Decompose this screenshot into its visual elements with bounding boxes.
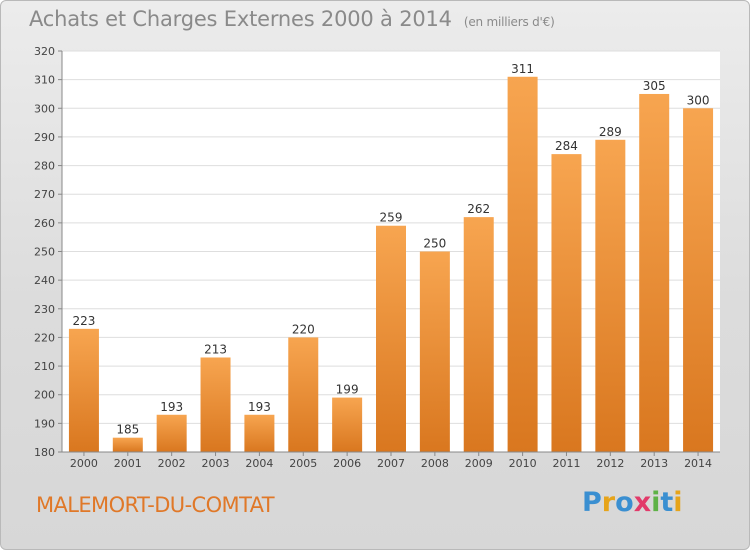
logo-letter-1: r	[601, 487, 616, 518]
bar-value-label: 259	[380, 211, 403, 225]
bar-2010	[507, 76, 538, 453]
bar-2002	[156, 414, 187, 452]
bar-value-label: 193	[248, 400, 271, 414]
y-tick-label: 320	[34, 45, 55, 58]
bar-2006	[332, 397, 363, 452]
bar-value-label: 311	[511, 62, 534, 76]
bar-value-label: 185	[116, 423, 139, 437]
bar-2004	[244, 414, 275, 452]
bar-2009	[463, 217, 494, 452]
commune-name: MALEMORT-DU-COMTAT	[36, 493, 275, 517]
x-tick-label: 2003	[202, 457, 230, 470]
y-tick-label: 220	[34, 331, 55, 344]
axis-layer: 180 190 200 210 220 230 240 250 260 270 280 290 300 3…	[34, 45, 720, 470]
bar-value-label: 300	[687, 93, 710, 107]
x-tick-label: 2012	[596, 457, 624, 470]
bar-2013	[639, 93, 670, 452]
bar-value-label: 213	[204, 342, 227, 356]
bar-2001	[112, 437, 143, 452]
chart-title: Achats et Charges Externes 2000 à 2014 (e…	[29, 7, 555, 31]
bar-2012	[595, 139, 626, 453]
bar-2007	[376, 225, 406, 452]
logo-letter-2: o	[615, 487, 634, 518]
y-tick-label: 250	[34, 246, 55, 259]
bar-value-label: 220	[292, 322, 315, 336]
bar-2000	[68, 328, 99, 452]
x-tick-label: 2000	[70, 457, 98, 470]
bar-value-label: 223	[72, 314, 95, 328]
logo-letter-6: i	[673, 487, 683, 518]
y-tick-label: 180	[34, 446, 55, 459]
y-tick-label: 270	[34, 188, 55, 201]
bar-value-label: 250	[423, 237, 446, 251]
chart-title-unit: (en milliers d'€)	[463, 15, 555, 29]
x-tick-label: 2005	[289, 457, 317, 470]
logo-letter-0: P	[582, 487, 602, 518]
bar-value-label: 289	[599, 125, 622, 139]
y-tick-label: 190	[34, 417, 55, 430]
y-tick-label: 280	[34, 160, 55, 173]
chart-title-main: Achats et Charges Externes 2000 à 2014	[29, 7, 452, 31]
proxiti-logo[interactable]: Proxiti	[582, 487, 683, 518]
x-tick-label: 2014	[684, 457, 712, 470]
bar-2005	[288, 337, 319, 452]
bar-2003	[200, 357, 231, 452]
x-tick-label: 2011	[552, 457, 580, 470]
bar-value-label: 193	[160, 400, 183, 414]
bar-value-label: 199	[336, 383, 359, 397]
x-tick-label: 2001	[114, 457, 142, 470]
x-tick-label: 2007	[377, 457, 405, 470]
x-tick-label: 2004	[245, 457, 273, 470]
x-tick-label: 2009	[465, 457, 493, 470]
logo-letter-3: x	[633, 487, 652, 518]
x-tick-label: 2013	[640, 457, 668, 470]
x-tick-label: 2008	[421, 457, 449, 470]
logo-letter-5: t	[660, 487, 674, 518]
y-tick-label: 300	[34, 102, 55, 115]
bar-value-label: 262	[467, 202, 490, 216]
y-tick-label: 230	[34, 303, 55, 316]
x-tick-label: 2002	[158, 457, 186, 470]
y-tick-label: 210	[34, 360, 55, 373]
bar-value-label: 284	[555, 139, 578, 153]
bar-layer: 223 185 193 213 193 220 199 259 250 262 311 284 289 3…	[68, 62, 714, 453]
y-tick-label: 290	[34, 131, 55, 144]
bar-2014	[683, 108, 714, 453]
y-tick-label: 260	[34, 217, 55, 230]
bar-2011	[551, 154, 582, 452]
logo-letter-4: i	[651, 487, 661, 518]
y-tick-label: 200	[34, 389, 55, 402]
y-tick-label: 240	[34, 274, 55, 287]
x-tick-label: 2006	[333, 457, 361, 470]
bar-value-label: 305	[643, 79, 666, 93]
bar-2008	[419, 251, 450, 452]
y-tick-label: 310	[34, 74, 55, 87]
x-tick-label: 2010	[509, 457, 537, 470]
